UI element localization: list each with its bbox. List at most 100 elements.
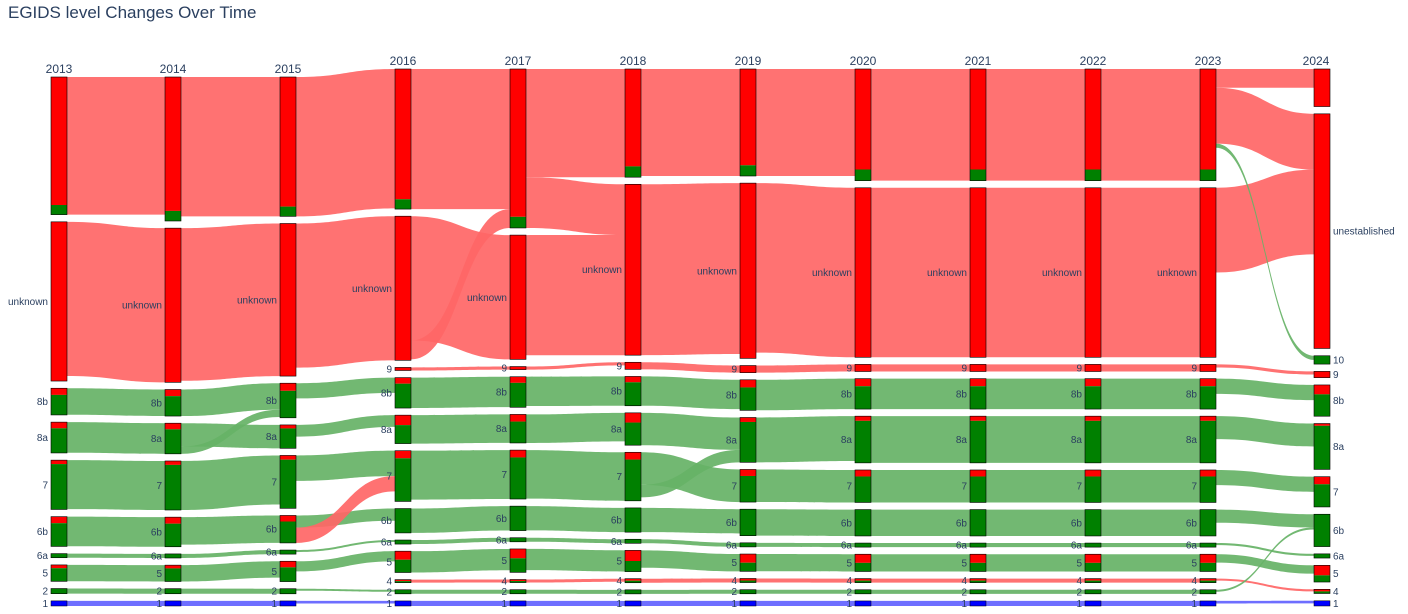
sankey-node[interactable] — [854, 469, 872, 503]
sankey-node[interactable] — [50, 387, 68, 416]
sankey-node[interactable] — [739, 578, 757, 583]
sankey-node[interactable] — [854, 509, 872, 537]
sankey-node[interactable] — [164, 588, 182, 595]
sankey-node[interactable] — [1084, 68, 1102, 181]
sankey-node[interactable] — [969, 415, 987, 464]
sankey-node[interactable] — [394, 367, 412, 371]
sankey-node[interactable] — [394, 215, 412, 361]
sankey-node[interactable] — [1313, 384, 1331, 417]
sankey-node[interactable] — [1313, 476, 1331, 508]
sankey-node[interactable] — [1313, 355, 1331, 365]
sankey-node[interactable] — [1084, 578, 1102, 583]
sankey-node[interactable] — [394, 414, 412, 444]
sankey-node[interactable] — [279, 455, 297, 509]
sankey-node[interactable] — [1199, 589, 1217, 595]
sankey-node[interactable] — [394, 589, 412, 595]
sankey-node[interactable] — [164, 553, 182, 559]
sankey-node[interactable] — [1313, 513, 1331, 547]
sankey-node[interactable] — [624, 600, 642, 607]
sankey-node[interactable] — [509, 449, 527, 500]
sankey-node[interactable] — [509, 68, 527, 229]
sankey-node[interactable] — [739, 600, 757, 607]
sankey-node[interactable] — [164, 564, 182, 582]
sankey-node[interactable] — [279, 600, 297, 607]
sankey-node[interactable] — [50, 564, 68, 582]
sankey-node[interactable] — [279, 76, 297, 217]
sankey-node[interactable] — [739, 508, 757, 536]
sankey-node[interactable] — [854, 542, 872, 548]
sankey-node[interactable] — [509, 537, 527, 543]
sankey-node[interactable] — [279, 549, 297, 555]
sankey-node[interactable] — [50, 421, 68, 454]
sankey-node[interactable] — [1084, 364, 1102, 372]
sankey-node[interactable] — [50, 600, 68, 607]
sankey-node[interactable] — [394, 68, 412, 210]
sankey-node[interactable] — [1199, 187, 1217, 358]
sankey-node[interactable] — [854, 68, 872, 181]
sankey-node[interactable] — [279, 588, 297, 595]
sankey-node[interactable] — [854, 187, 872, 358]
sankey-node[interactable] — [509, 600, 527, 607]
sankey-node[interactable] — [1084, 553, 1102, 572]
sankey-node[interactable] — [164, 76, 182, 222]
sankey-node[interactable] — [969, 578, 987, 583]
sankey-node[interactable] — [739, 379, 757, 411]
sankey-node[interactable] — [1313, 68, 1331, 107]
sankey-node[interactable] — [624, 183, 642, 356]
sankey-node[interactable] — [854, 378, 872, 410]
sankey-node[interactable] — [1199, 578, 1217, 583]
sankey-node[interactable] — [279, 515, 297, 544]
sankey-node[interactable] — [394, 539, 412, 545]
sankey-node[interactable] — [394, 377, 412, 409]
sankey-node[interactable] — [509, 589, 527, 595]
sankey-node[interactable] — [739, 182, 757, 359]
sankey-node[interactable] — [509, 366, 527, 370]
sankey-node[interactable] — [279, 382, 297, 419]
sankey-node[interactable] — [1084, 415, 1102, 464]
sankey-node[interactable] — [509, 376, 527, 408]
sankey-node[interactable] — [624, 412, 642, 446]
sankey-node[interactable] — [509, 548, 527, 573]
sankey-node[interactable] — [1199, 415, 1217, 464]
sankey-node[interactable] — [1199, 378, 1217, 410]
sankey-node[interactable] — [509, 414, 527, 444]
sankey-node[interactable] — [969, 364, 987, 372]
sankey-node[interactable] — [1084, 469, 1102, 503]
sankey-node[interactable] — [1199, 469, 1217, 503]
sankey-node[interactable] — [624, 361, 642, 370]
sankey-node[interactable] — [969, 509, 987, 537]
sankey-node[interactable] — [624, 376, 642, 407]
sankey-node[interactable] — [854, 553, 872, 572]
sankey-node[interactable] — [1084, 509, 1102, 537]
sankey-node[interactable] — [854, 415, 872, 464]
sankey-node[interactable] — [509, 579, 527, 583]
sankey-node[interactable] — [624, 507, 642, 533]
sankey-node[interactable] — [164, 460, 182, 511]
sankey-node[interactable] — [969, 68, 987, 181]
sankey-node[interactable] — [969, 378, 987, 410]
sankey-node[interactable] — [969, 469, 987, 503]
sankey-node[interactable] — [164, 516, 182, 548]
sankey-node[interactable] — [279, 424, 297, 449]
sankey-node[interactable] — [1313, 371, 1331, 378]
sankey-node[interactable] — [50, 553, 68, 559]
sankey-node[interactable] — [279, 560, 297, 582]
sankey-node[interactable] — [624, 550, 642, 572]
sankey-node[interactable] — [279, 223, 297, 377]
sankey-node[interactable] — [624, 578, 642, 584]
sankey-node[interactable] — [1313, 113, 1331, 349]
sankey-node[interactable] — [854, 600, 872, 607]
sankey-node[interactable] — [969, 553, 987, 572]
sankey-node[interactable] — [1313, 423, 1331, 470]
sankey-node[interactable] — [969, 187, 987, 358]
sankey-node[interactable] — [1199, 542, 1217, 548]
sankey-node[interactable] — [1199, 509, 1217, 537]
sankey-node[interactable] — [509, 234, 527, 360]
sankey-node[interactable] — [1313, 600, 1331, 607]
sankey-node[interactable] — [1084, 378, 1102, 410]
sankey-node[interactable] — [50, 76, 68, 215]
sankey-node[interactable] — [739, 365, 757, 373]
sankey-node[interactable] — [50, 459, 68, 510]
sankey-node[interactable] — [1199, 600, 1217, 607]
sankey-node[interactable] — [1313, 565, 1331, 583]
